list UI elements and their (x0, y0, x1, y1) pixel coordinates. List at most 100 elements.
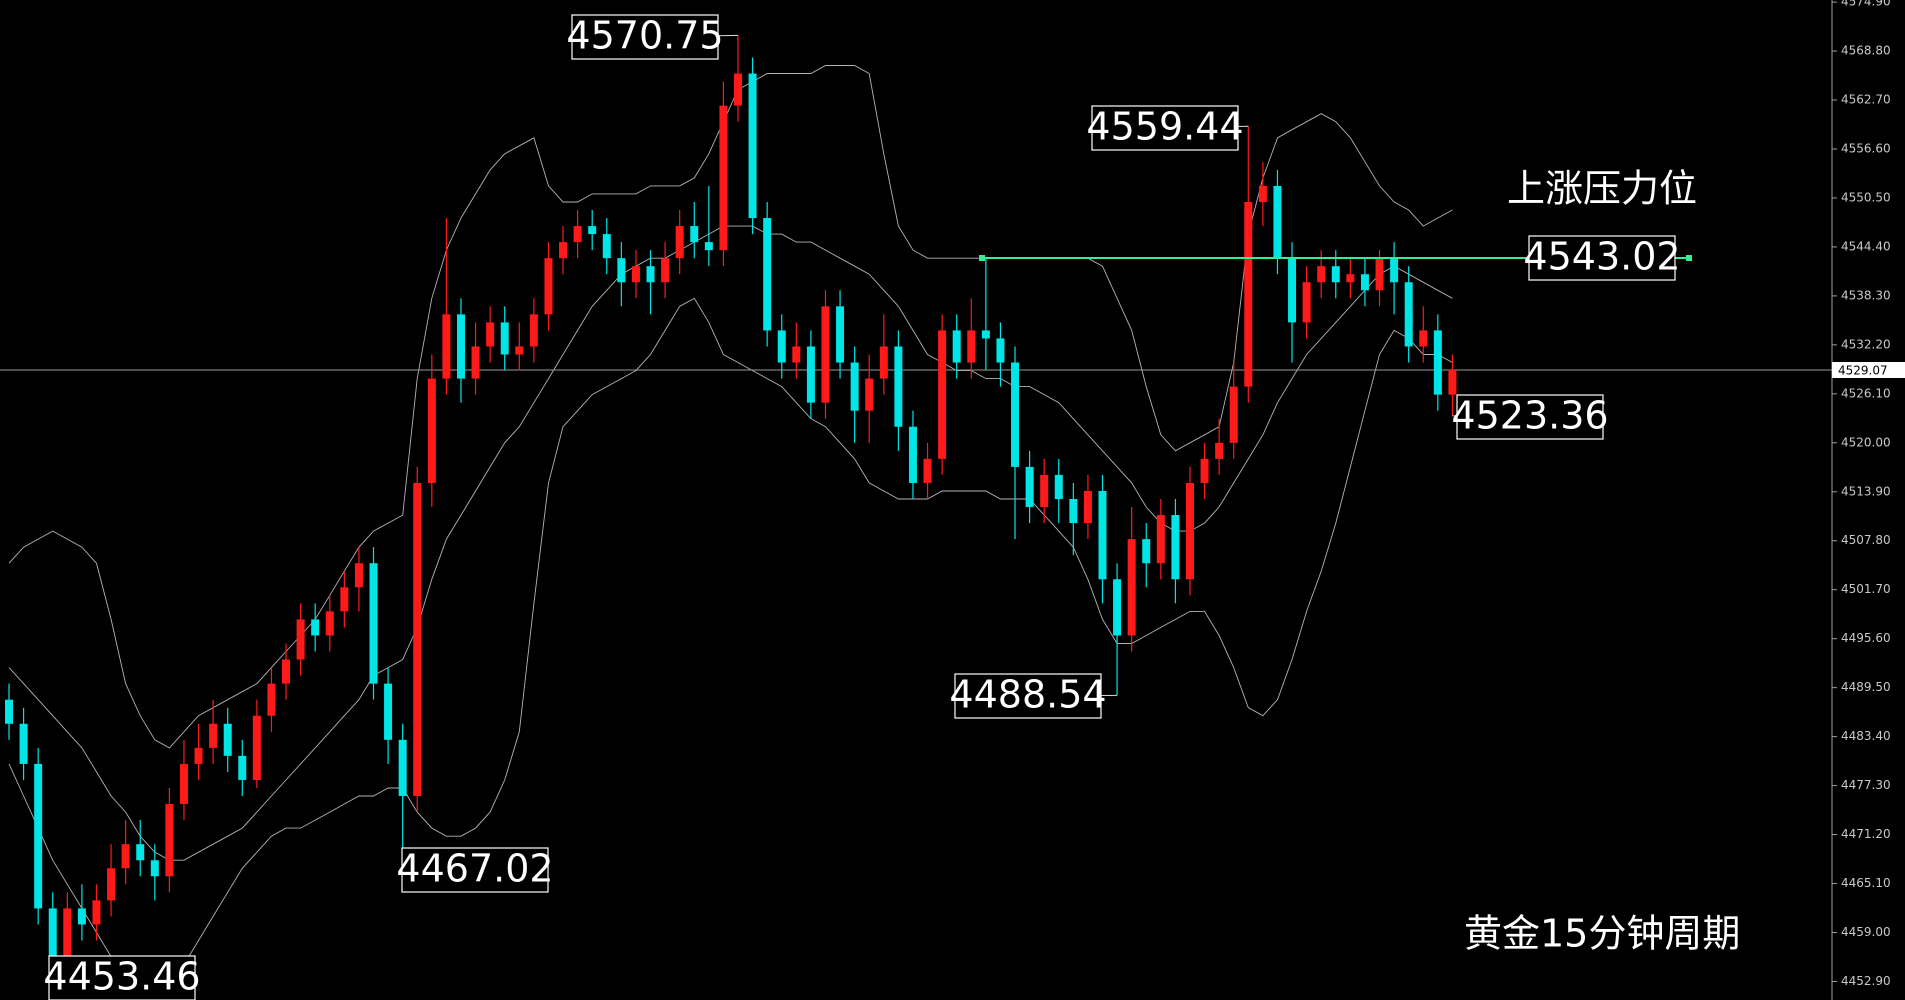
extreme-label: 4559.44 (1086, 105, 1243, 149)
candle-body (1404, 282, 1413, 347)
resistance-handle (1686, 255, 1692, 262)
bollinger-band (8, 65, 1453, 749)
extreme-label: 4523.36 (1451, 394, 1608, 438)
candle-body (879, 346, 888, 379)
resistance-value-box (1528, 235, 1676, 281)
candle-body (894, 346, 903, 427)
candle-body (1054, 474, 1063, 499)
candle-body (1390, 258, 1399, 283)
candle-body (923, 458, 932, 483)
candle-body (1258, 185, 1267, 202)
candle-body (1346, 274, 1355, 283)
resistance-value: 4543.02 (1523, 235, 1680, 279)
candle-body (5, 699, 13, 724)
y-tick-label: 4459.00 (1841, 925, 1891, 939)
candle-body (471, 346, 480, 379)
y-tick-label: 4483.40 (1841, 729, 1891, 743)
candle-body (792, 346, 801, 363)
candle-body (544, 258, 553, 315)
extreme-label-box (401, 847, 549, 893)
candle-body (296, 619, 305, 660)
candle-body (1229, 386, 1238, 443)
resistance-handle (979, 255, 985, 262)
candle-body (340, 587, 349, 612)
candle-body (1185, 482, 1194, 580)
candle-body (209, 723, 218, 748)
candle-body (1360, 274, 1369, 291)
y-tick-label: 4501.70 (1841, 582, 1891, 596)
candle-body (1419, 330, 1428, 347)
candle-body (267, 683, 276, 716)
candle-body (486, 322, 495, 347)
last-price-tag (1832, 361, 1905, 378)
candle-body (1156, 515, 1165, 564)
candle-body (1331, 266, 1340, 283)
y-tick-label: 4556.60 (1841, 141, 1891, 155)
candle-body (617, 258, 626, 283)
candle-body (938, 330, 947, 459)
candle-body (588, 226, 597, 235)
candle-body (427, 378, 436, 483)
candle-body (1448, 369, 1457, 395)
candle-body (573, 226, 582, 243)
candle-body (981, 330, 990, 339)
candle-body (456, 314, 465, 379)
candle-body (952, 330, 961, 363)
candle-body (602, 234, 611, 259)
candle-body (559, 242, 568, 259)
extreme-label-box (571, 14, 719, 60)
candle-body (806, 346, 815, 403)
candle-body (1040, 474, 1049, 508)
candle-body (1083, 490, 1092, 524)
candle-body (369, 563, 378, 684)
candle-body (194, 747, 203, 764)
y-tick-label: 4489.50 (1841, 680, 1891, 694)
candle-body (107, 868, 116, 901)
candle-body (1113, 579, 1122, 636)
last-price-label: 4529.07 (1838, 363, 1888, 377)
candle-body (92, 900, 101, 925)
candle-body (63, 908, 72, 957)
candle-body (384, 683, 393, 740)
candle-body (442, 314, 451, 379)
candle-body (19, 723, 28, 764)
extreme-label: 4488.54 (949, 673, 1106, 717)
candle-body (223, 723, 232, 756)
candle-body (850, 362, 859, 411)
candle-body (836, 306, 845, 363)
y-tick-label: 4532.20 (1841, 337, 1891, 351)
candle-body (1171, 515, 1180, 580)
extreme-label-box (48, 955, 196, 1000)
y-tick-label: 4495.60 (1841, 631, 1891, 645)
y-tick-label: 4471.20 (1841, 827, 1891, 841)
candle-body (529, 314, 538, 347)
candle-body (908, 426, 917, 483)
y-tick-label: 4477.30 (1841, 778, 1891, 792)
candle-body (500, 322, 509, 355)
candle-body (631, 266, 640, 283)
chart-footer: 黄金15分钟周期 (1464, 912, 1740, 956)
candle-body (734, 73, 742, 106)
bollinger-band (8, 297, 1453, 998)
y-tick-label: 4513.90 (1841, 484, 1891, 498)
candle-body (865, 378, 874, 411)
candle-body (48, 908, 57, 957)
y-tick-label: 4520.00 (1841, 435, 1891, 449)
candle-body (1273, 185, 1282, 259)
candle-body (1215, 442, 1224, 459)
candle-body (282, 659, 291, 684)
candle-body (661, 258, 670, 283)
candle-body (1302, 282, 1311, 323)
candle-body (150, 860, 159, 877)
candle-body (179, 763, 188, 805)
y-tick-label: 4550.50 (1841, 190, 1891, 204)
extreme-label-box (954, 673, 1102, 719)
candle-body (325, 611, 334, 636)
plot-area: 4570.75 4559.44 4488.54 4467.02 4453.46 4523.… (0, 14, 1832, 1000)
candle-body (777, 330, 786, 363)
candle-body (252, 715, 261, 780)
extreme-label: 4453.46 (43, 955, 200, 999)
y-tick-label: 4507.80 (1841, 533, 1891, 547)
